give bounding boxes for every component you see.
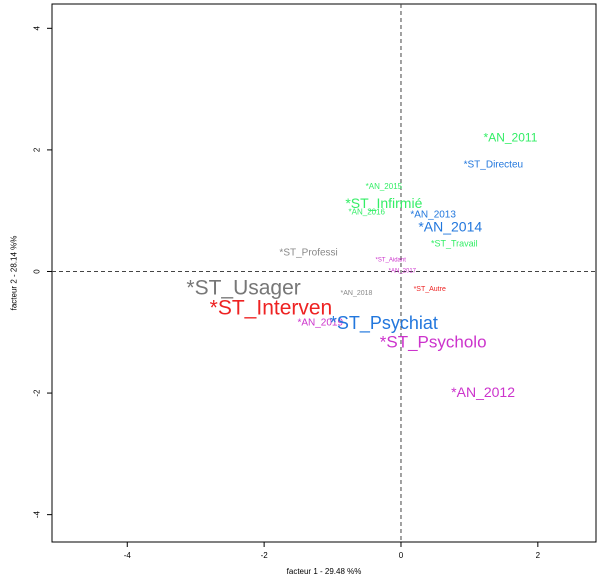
y-tick-label: 4 — [33, 26, 42, 31]
point-label-st-professi: *ST_Professi — [279, 248, 337, 259]
x-axis-ticks: -4 -2 0 2 — [124, 542, 541, 560]
x-tick-label: 2 — [536, 551, 541, 560]
point-label-st-psycholo: *ST_Psycholo — [380, 332, 487, 351]
point-label-st-aidant: *ST_Aidant — [376, 258, 407, 264]
point-label-st-infirmi: *ST_Infirmié — [345, 195, 422, 211]
y-tick-label: 2 — [33, 147, 42, 152]
point-label-an-2019: *AN_2019 — [297, 318, 343, 329]
y-axis-title: facteur 2 - 28.14 %% — [10, 236, 19, 311]
point-label-st-usager: *ST_Usager — [186, 276, 300, 299]
plot-frame — [51, 3, 597, 543]
y-tick-label: 0 — [33, 269, 42, 274]
point-label-an-2012: *AN_2012 — [451, 384, 515, 400]
y-tick-label: -2 — [33, 389, 42, 397]
point-label-an-2018: *AN_2018 — [341, 290, 373, 297]
point-label-st-interven: *ST_Interven — [210, 296, 333, 319]
point-label-an-2013: *AN_2013 — [410, 209, 456, 220]
point-label-an-2017: *AN_2017 — [389, 268, 417, 274]
point-label-an-2016: *AN_2016 — [349, 207, 386, 216]
point-label-st-autre: *ST_Autre — [414, 286, 446, 293]
x-tick-label: -4 — [124, 551, 132, 560]
y-tick-label: -4 — [33, 511, 42, 519]
point-label-st-directeu: *ST_Directeu — [464, 160, 523, 171]
point-label-st-travail: *ST_Travail — [431, 239, 478, 249]
y-axis-ticks: 4 2 0 -2 -4 — [33, 26, 52, 519]
x-tick-label: 0 — [399, 551, 404, 560]
point-labels: *AN_2011 *ST_Directeu *AN_2015 *ST_Infirmié… — [186, 131, 537, 400]
point-label-an-2014: *AN_2014 — [418, 218, 482, 234]
point-label-an-2011: *AN_2011 — [484, 131, 538, 145]
x-tick-label: -2 — [261, 551, 269, 560]
point-label-st-psychiat: *ST_Psychiat — [330, 313, 438, 334]
x-axis-title: facteur 1 - 29.48 %% — [287, 567, 362, 576]
point-label-an-2015: *AN_2015 — [366, 182, 403, 191]
